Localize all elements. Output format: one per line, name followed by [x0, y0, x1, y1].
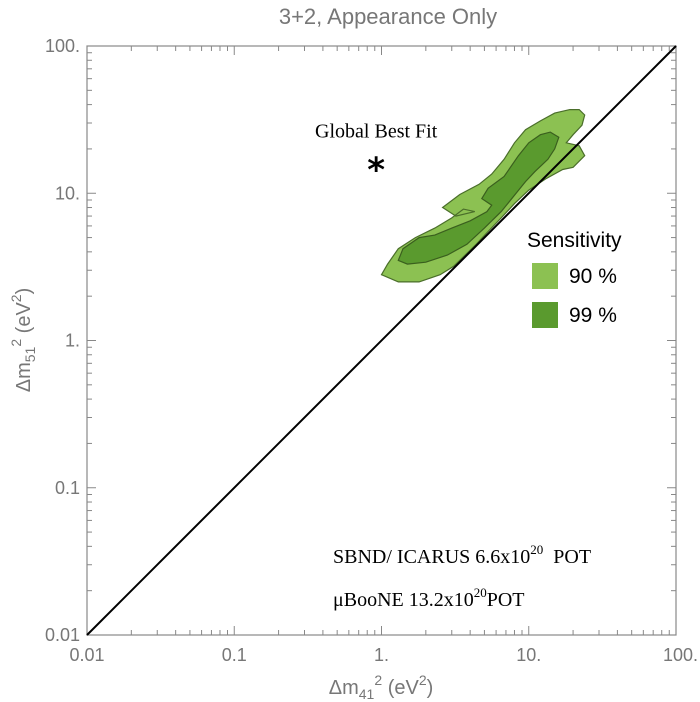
x-tick-label: 0.1: [222, 645, 247, 665]
contour-region-99: [397, 131, 560, 265]
legend-title: Sensitivity: [527, 229, 622, 252]
y-tick-label: 0.1: [55, 478, 80, 498]
legend: Sensitivity 90 % 99 %: [527, 229, 622, 328]
legend-swatch-99: [532, 302, 558, 328]
x-tick-label: 1.: [374, 645, 389, 665]
annotation-microboone: μBooNE 13.2x1020POT: [333, 585, 525, 611]
axis-ticks: 0.01 0.1 1. 10. 100. 0.01 0.1 1. 10. 100.: [45, 36, 698, 665]
diagonal-line: [86, 45, 677, 636]
best-fit-marker: Global Best Fit *: [315, 120, 438, 190]
best-fit-star-icon: *: [367, 150, 385, 190]
x-tick-label: 0.01: [69, 645, 104, 665]
y-tick-label: 0.01: [45, 625, 80, 645]
y-tick-label: 100.: [45, 36, 80, 56]
y-tick-label: 10.: [55, 183, 80, 203]
legend-label-99: 99 %: [569, 304, 617, 327]
y-axis-label: Δm512 (eV2): [8, 288, 38, 393]
contour-regions: [380, 108, 586, 283]
y-tick-label: 1.: [65, 331, 80, 351]
x-axis-label: Δm412 (eV2): [329, 672, 434, 702]
legend-swatch-90: [532, 263, 558, 289]
x-tick-label: 10.: [516, 645, 541, 665]
best-fit-label: Global Best Fit: [315, 120, 438, 142]
chart-title: 3+2, Appearance Only: [279, 4, 497, 29]
x-tick-label: 100.: [663, 645, 698, 665]
legend-label-90: 90 %: [569, 265, 617, 288]
annotation-sbnd: SBND/ ICARUS 6.6x1020 POT: [333, 542, 591, 568]
